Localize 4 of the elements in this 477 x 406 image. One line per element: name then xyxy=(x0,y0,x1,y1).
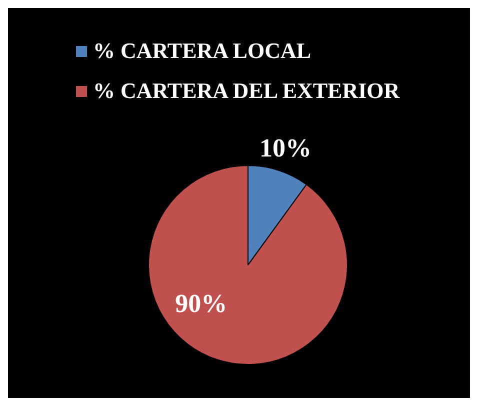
legend-label: % CARTERA DEL EXTERIOR xyxy=(93,78,400,104)
data-label: 90% xyxy=(175,288,228,318)
legend-label: % CARTERA LOCAL xyxy=(93,38,312,64)
data-label: 10% xyxy=(260,133,312,162)
